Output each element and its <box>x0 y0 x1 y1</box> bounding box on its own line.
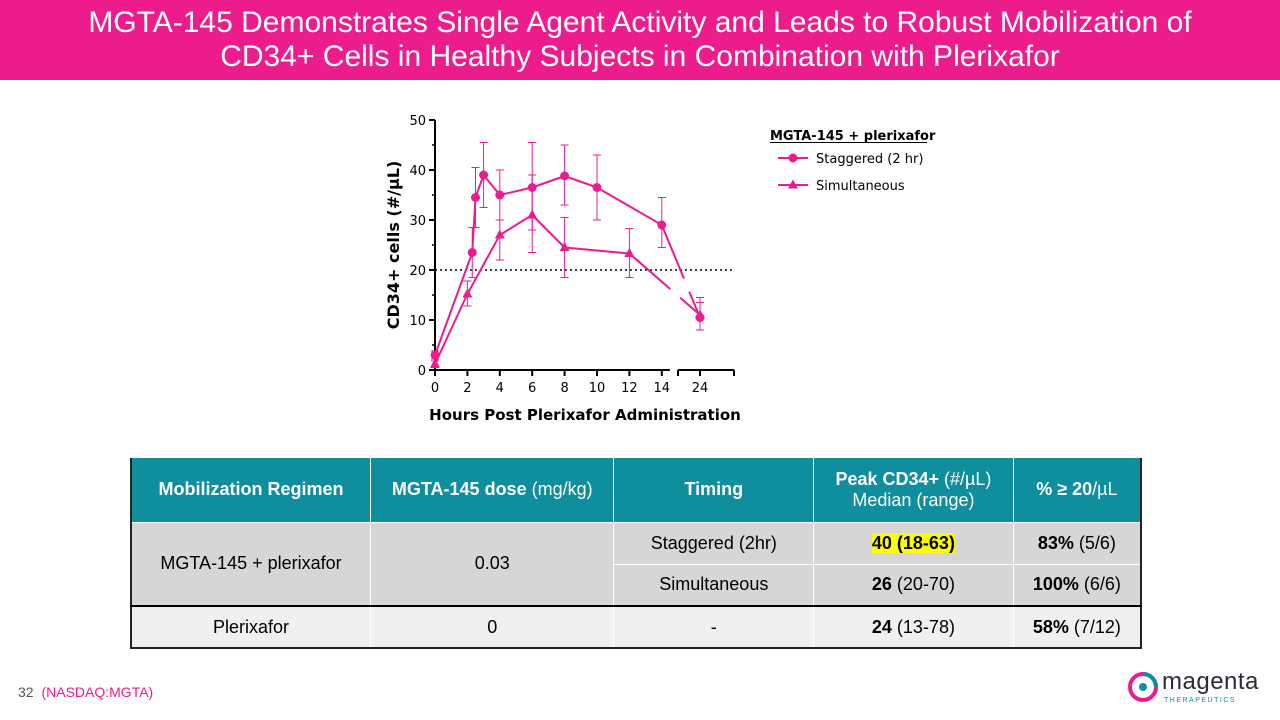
data-point <box>471 193 480 202</box>
data-point <box>592 183 602 192</box>
series-line-segment <box>499 186 533 196</box>
cell-dose: 0.03 <box>370 521 615 607</box>
slide-title-line2: CD34+ Cells in Healthy Subjects in Combi… <box>220 40 1060 73</box>
cell-regimen: MGTA-145 + plerixafor <box>130 521 372 607</box>
data-point <box>479 170 489 180</box>
x-tick-label: 10 <box>589 381 606 396</box>
cell-regimen: Plerixafor <box>130 605 372 649</box>
y-tick-label: 0 <box>418 364 426 379</box>
cell-pct: 83% (5/6) <box>1012 521 1142 565</box>
cell-peak: 24 (13-78) <box>813 605 1014 649</box>
data-point <box>527 209 538 219</box>
series-line-segment <box>466 234 501 295</box>
data-point <box>430 358 440 368</box>
header-dose: MGTA-145 dose (mg/kg) <box>370 458 615 522</box>
series-line-segment <box>434 293 469 365</box>
cell-timing: - <box>613 605 815 649</box>
y-tick-label: 50 <box>409 114 426 129</box>
data-point <box>657 220 667 230</box>
x-tick-label: 4 <box>496 381 504 396</box>
x-tick-label: 12 <box>621 381 638 396</box>
series-line-segment <box>434 252 474 356</box>
y-tick-label: 40 <box>409 164 426 179</box>
data-point <box>624 248 635 257</box>
cell-pct: 58% (7/12) <box>1012 605 1142 649</box>
legend-marker <box>788 179 798 189</box>
data-point <box>462 288 473 298</box>
y-tick-label: 10 <box>409 314 426 329</box>
header-regimen: Mobilization Regimen <box>131 458 372 522</box>
series-line-segment <box>596 186 663 226</box>
data-point <box>559 242 570 251</box>
logo-mark-icon <box>1128 672 1158 702</box>
legend-entry: Simultaneous <box>816 179 905 194</box>
data-point <box>695 309 705 319</box>
peak-highlight: 40 (18-63) <box>871 532 955 553</box>
table-row: MGTA-145 + plerixafor 0.03 Staggered (2h… <box>130 521 1142 607</box>
series-line-segment <box>531 175 565 189</box>
y-tick-label: 20 <box>409 264 426 279</box>
footer: 32 (NASDAQ:MGTA) <box>18 684 153 700</box>
legend-entry: Staggered (2 hr) <box>816 152 923 167</box>
y-tick-label: 30 <box>409 214 426 229</box>
header-pct: % ≥ 20/µL <box>1013 458 1141 522</box>
table-row: Simultaneous 26 (20-70) 100% (6/6) <box>131 563 1142 607</box>
cell-timing: Simultaneous <box>613 563 815 607</box>
series-line-segment <box>531 214 566 249</box>
x-tick-label: 8 <box>560 381 568 396</box>
data-point <box>494 229 505 239</box>
cell-timing: Staggered (2hr) <box>613 521 815 565</box>
data-point <box>467 248 477 257</box>
header-timing: Timing <box>613 458 815 522</box>
table-header-row: Mobilization Regimen MGTA-145 dose (mg/k… <box>131 458 1141 522</box>
slide-title-line1: MGTA-145 Demonstrates Single Agent Activ… <box>88 6 1192 39</box>
data-point <box>560 171 570 181</box>
cell-dose: 0 <box>370 605 615 649</box>
legend-title: MGTA-145 + plerixafor <box>770 129 936 144</box>
x-tick-label: 2 <box>463 381 471 396</box>
cell-peak: 40 (18-63) <box>813 521 1014 565</box>
series-line-segment <box>660 224 685 280</box>
ticker-symbol: (NASDAQ:MGTA) <box>41 684 154 700</box>
series-simultaneous <box>430 174 705 368</box>
series-line-segment <box>628 252 672 290</box>
series-staggered <box>430 142 705 360</box>
results-table: Mobilization Regimen MGTA-145 dose (mg/k… <box>130 458 1142 649</box>
data-point <box>495 190 505 200</box>
x-tick-label: 0 <box>431 381 439 396</box>
cell-pct: 100% (6/6) <box>1012 563 1142 607</box>
series-line-segment <box>564 246 630 255</box>
series-layer <box>430 142 705 368</box>
x-axis-label: Hours Post Plerixafor Administration <box>429 406 741 424</box>
table-row: Plerixafor 0 - 24 (13-78) 58% (7/12) <box>130 605 1142 649</box>
legend-marker <box>788 153 798 163</box>
series-line-segment <box>564 175 598 189</box>
logo-word: magenta <box>1162 668 1259 695</box>
chart-legend: MGTA-145 + plerixafor Staggered (2 hr) Sim… <box>770 129 936 194</box>
x-tick-label: 24 <box>692 381 709 396</box>
series-line-segment <box>679 297 701 316</box>
page-number: 32 <box>18 684 34 700</box>
x-tick-label: 14 <box>654 381 671 396</box>
title-bar: MGTA-145 Demonstrates Single Agent Activ… <box>0 0 1280 80</box>
x-tick-label: 6 <box>528 381 536 396</box>
y-axis-label: CD34+ cells (#/µL) <box>384 161 403 330</box>
series-line-segment <box>471 197 477 253</box>
company-logo: magenta THERAPEUTICS <box>1128 668 1258 708</box>
series-line-segment <box>499 214 533 236</box>
header-peak: Peak CD34+ (#/µL) Median (range) <box>813 458 1014 522</box>
cell-peak: 26 (20-70) <box>813 563 1014 607</box>
logo-sub: THERAPEUTICS <box>1164 697 1237 704</box>
